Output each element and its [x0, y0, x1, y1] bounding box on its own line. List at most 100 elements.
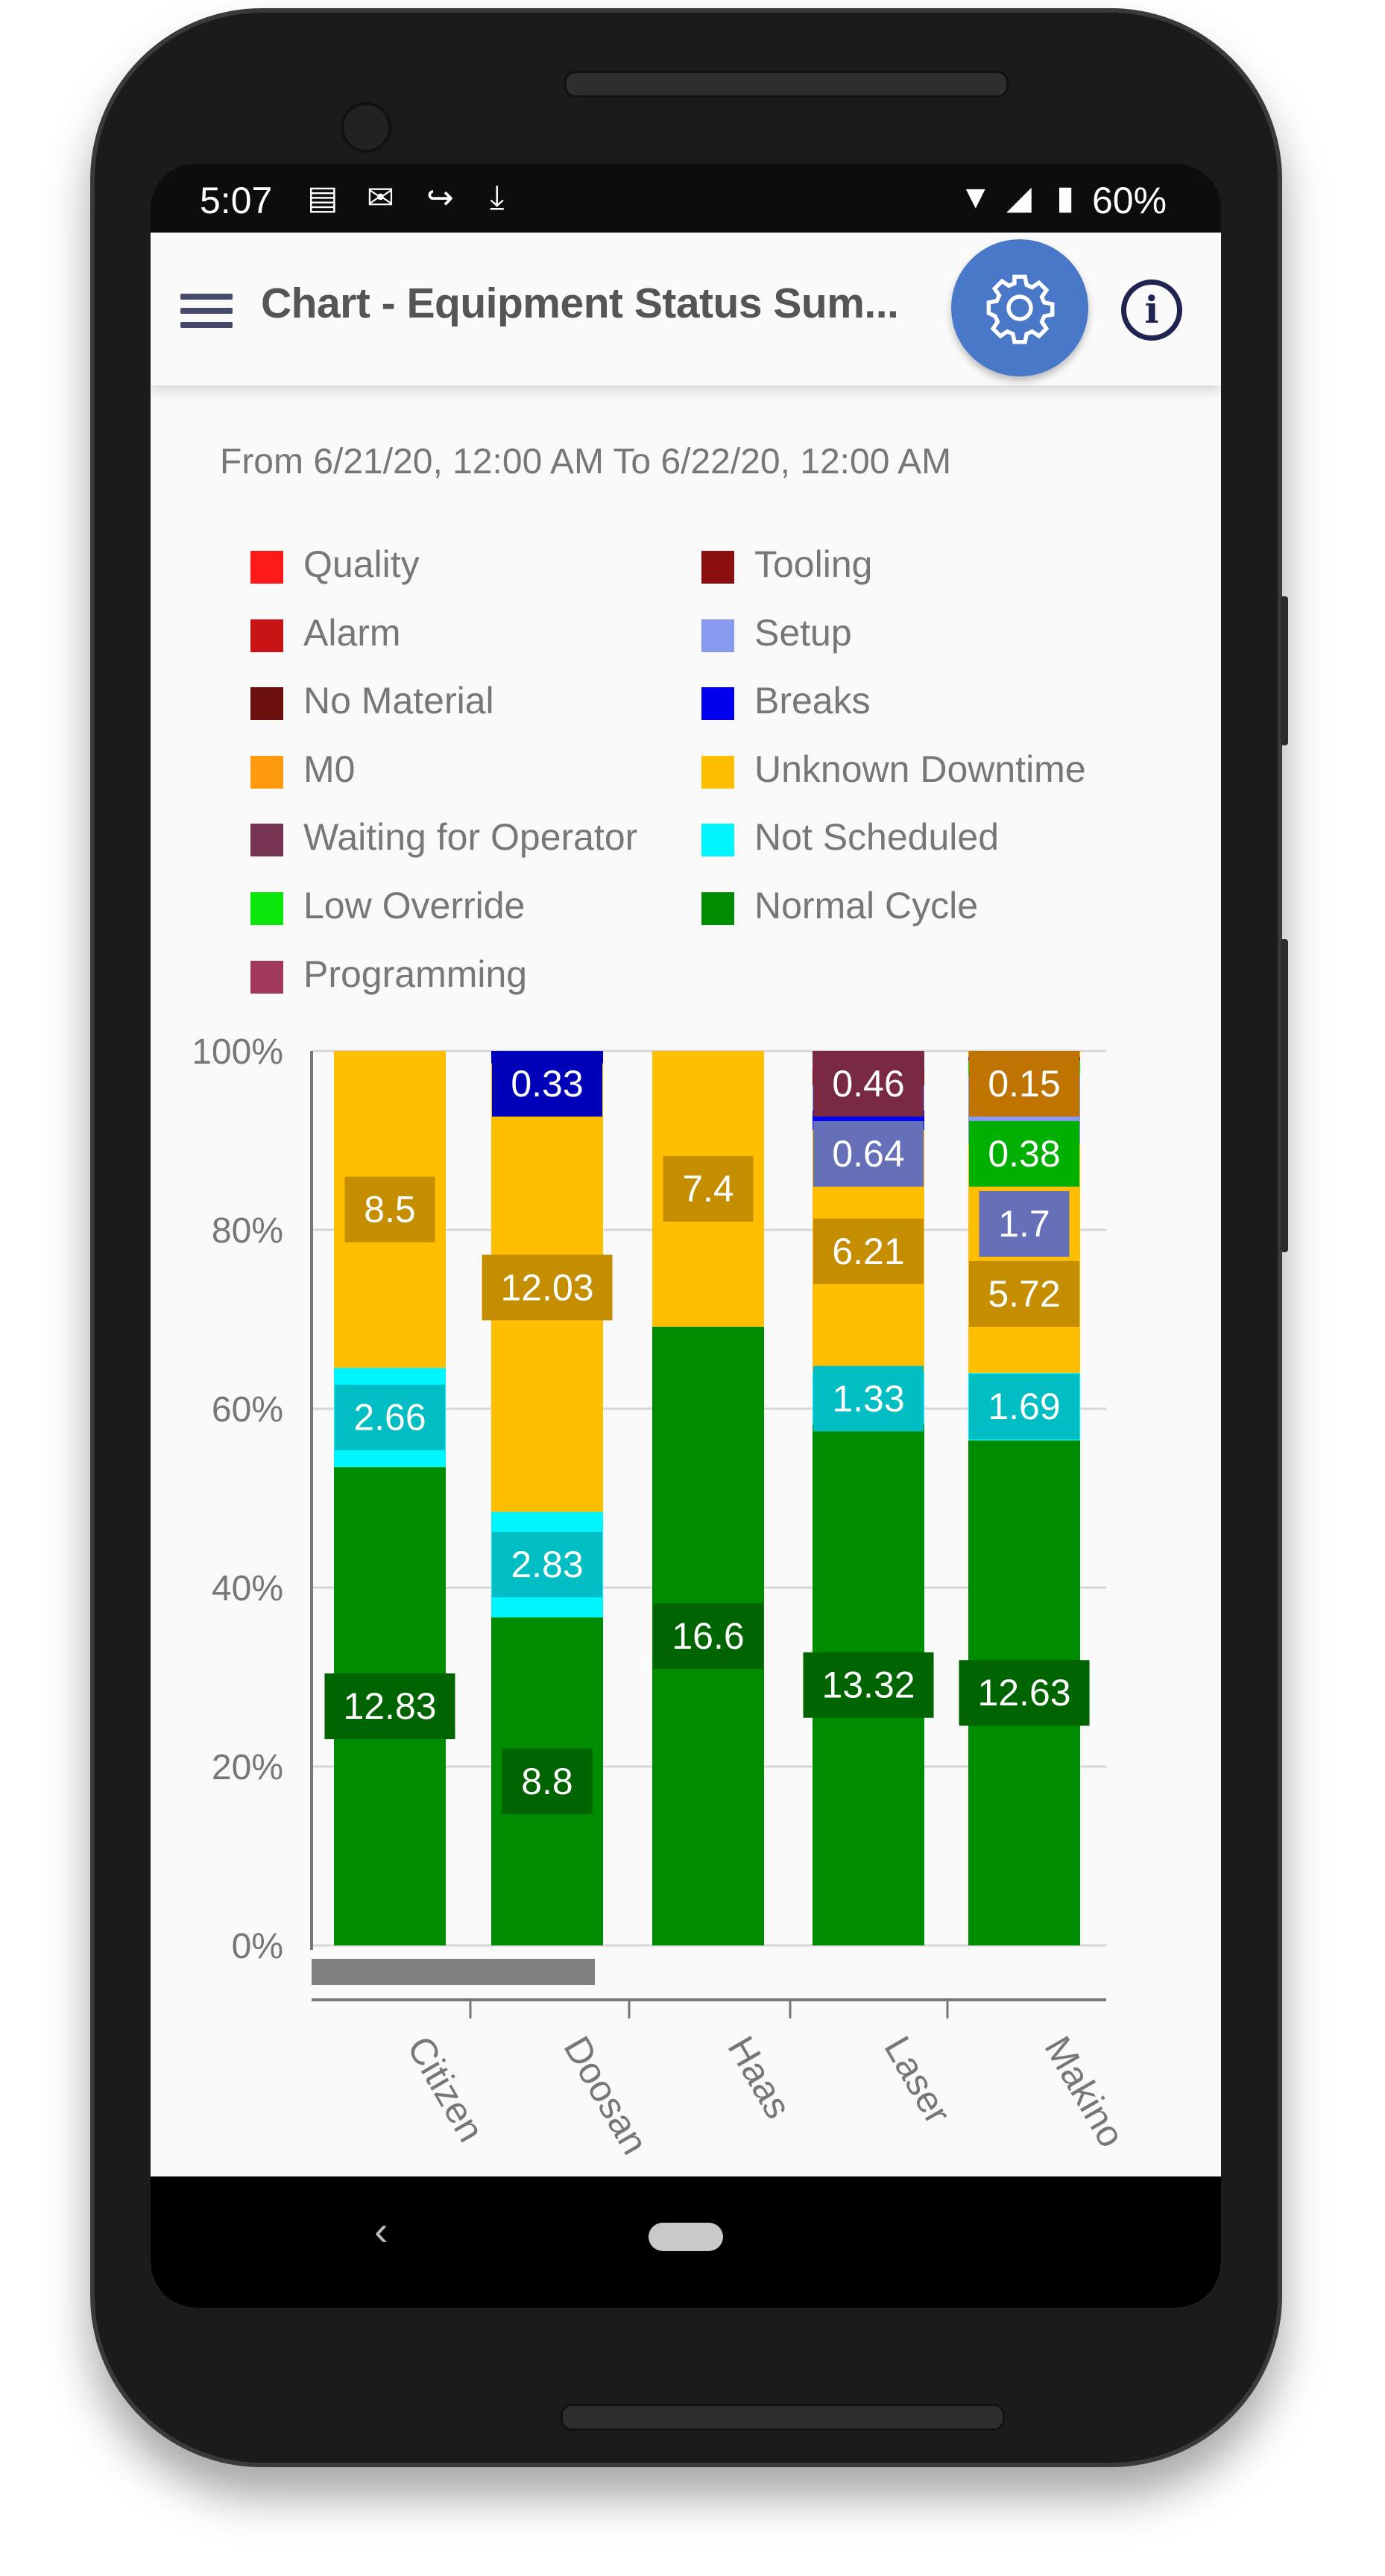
legend-swatch	[250, 823, 283, 856]
info-icon: i	[1144, 288, 1159, 332]
legend-item[interactable]: Setup	[701, 611, 852, 654]
data-label: 2.83	[511, 1544, 583, 1585]
legend-item[interactable]: M0	[250, 748, 355, 791]
power-button	[1281, 596, 1288, 745]
x-tick-label: Laser	[876, 2030, 959, 2131]
data-label: 7.4	[682, 1168, 734, 1210]
wifi-icon: ▼	[959, 179, 992, 215]
stacked-bar-chart: 0% 20% 40% 60% 80% 100% 8.5 2.66 12.83 0.33 12.03 2…	[192, 1032, 1132, 2162]
data-label: 1.7	[998, 1203, 1050, 1245]
legend-swatch	[250, 960, 283, 994]
data-label-box	[803, 1652, 934, 1718]
legend-item[interactable]: Tooling	[701, 543, 872, 586]
battery-icon: ▮	[1056, 180, 1075, 216]
legend-label: No Material	[303, 680, 494, 722]
data-label-box	[813, 1051, 924, 1117]
legend-item[interactable]: Unknown Downtime	[701, 748, 1086, 791]
legend-swatch	[701, 891, 734, 925]
legend-item[interactable]: Quality	[250, 543, 420, 586]
battery-percent: 60%	[1092, 180, 1167, 221]
data-label: 0.46	[832, 1063, 904, 1105]
legend-label: Not Scheduled	[754, 816, 1000, 858]
data-label: 16.6	[672, 1615, 744, 1657]
legend-swatch	[701, 619, 734, 652]
chart-scrollbar[interactable]	[312, 1959, 595, 1985]
data-label: 0.33	[511, 1063, 583, 1105]
legend-label: Breaks	[754, 680, 871, 722]
y-tick-label: 20%	[212, 1748, 283, 1787]
volume-button	[1281, 939, 1288, 1252]
data-label-box	[813, 1218, 924, 1284]
data-label-box	[663, 1156, 754, 1222]
data-label-box	[492, 1532, 602, 1598]
data-label-box	[959, 1660, 1090, 1726]
data-label: 13.32	[821, 1664, 915, 1706]
back-icon[interactable]: ‹	[374, 2207, 388, 2254]
legend-swatch	[701, 823, 734, 856]
legend-item[interactable]: Normal Cycle	[701, 884, 978, 927]
y-tick-label: 40%	[212, 1569, 283, 1609]
route-icon: ↪	[426, 180, 454, 216]
data-label-box	[653, 1603, 763, 1669]
hamburger-icon[interactable]	[180, 294, 233, 328]
gear-icon	[986, 274, 1055, 344]
data-label: 5.72	[988, 1273, 1060, 1315]
data-label-box	[813, 1366, 924, 1432]
legend-label: Waiting for Operator	[303, 816, 638, 858]
legend-item[interactable]: No Material	[250, 679, 494, 722]
legend-swatch	[250, 619, 283, 652]
x-tick-label: Haas	[719, 2030, 799, 2126]
y-tick-label: 100%	[192, 1032, 283, 1072]
legend-label: Programming	[303, 953, 528, 995]
data-label: 0.15	[988, 1063, 1060, 1105]
legend-item[interactable]: Waiting for Operator	[250, 815, 637, 859]
x-tick-label: Makino	[1036, 2030, 1132, 2155]
data-label-box	[969, 1051, 1079, 1117]
download-icon: ⤓	[490, 179, 505, 215]
data-label-box	[335, 1384, 445, 1450]
legend-label: Tooling	[754, 543, 873, 585]
data-label: 12.03	[500, 1266, 593, 1308]
legend-item[interactable]: Not Scheduled	[701, 815, 999, 859]
page-title: Chart - Equipment Status Sum...	[261, 280, 899, 327]
status-bar: 5:07 ▤ ✉ ↪ ⤓ ▼ ◢ ▮ 60%	[151, 164, 1221, 233]
legend-label: Unknown Downtime	[754, 748, 1086, 790]
data-label: 8.8	[521, 1761, 573, 1802]
bottom-speaker	[561, 2404, 1005, 2431]
earpiece	[564, 71, 1009, 98]
settings-button[interactable]	[951, 239, 1088, 376]
data-label-box	[502, 1748, 593, 1814]
legend-label: Low Override	[303, 885, 526, 926]
data-label: 12.63	[977, 1672, 1070, 1714]
data-label: 6.21	[832, 1231, 904, 1272]
info-button[interactable]: i	[1121, 280, 1182, 341]
data-label-box	[324, 1673, 455, 1740]
data-label-box	[969, 1121, 1079, 1187]
legend-swatch	[701, 755, 734, 789]
data-label: 1.69	[988, 1386, 1060, 1427]
data-label-box	[813, 1121, 924, 1187]
legend-item[interactable]: Programming	[250, 953, 527, 996]
legend-item[interactable]: Alarm	[250, 611, 401, 654]
navigation-bar: ‹	[151, 2176, 1221, 2308]
data-label-box	[979, 1191, 1070, 1257]
legend-item[interactable]: Breaks	[701, 679, 871, 722]
legend-label: M0	[303, 748, 356, 790]
legend-label: Normal Cycle	[754, 885, 979, 926]
signal-icon: ◢	[1006, 180, 1032, 216]
mail-icon: ✉	[367, 180, 394, 216]
legend-item[interactable]: Low Override	[250, 884, 525, 927]
legend-label: Alarm	[303, 612, 401, 654]
data-label: 12.83	[343, 1685, 436, 1727]
data-label: 0.64	[832, 1133, 904, 1175]
legend-swatch	[250, 755, 283, 789]
legend-swatch	[701, 686, 734, 720]
x-tick-label: Doosan	[555, 2030, 656, 2162]
y-tick-label: 0%	[232, 1927, 283, 1966]
legend-label: Quality	[303, 543, 420, 585]
status-time: 5:07	[200, 180, 273, 221]
data-label-box	[344, 1176, 435, 1243]
legend-swatch	[250, 891, 283, 925]
home-button[interactable]	[649, 2223, 723, 2251]
data-label-box	[482, 1254, 613, 1321]
